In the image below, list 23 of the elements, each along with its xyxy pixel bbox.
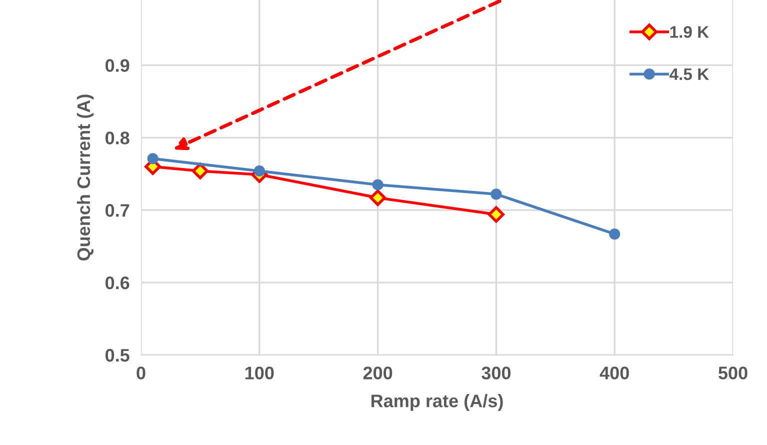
x-axis-title: Ramp rate (A/s): [371, 394, 503, 411]
y-tick-label: 0.6: [106, 276, 130, 290]
legend-label: 1.9 K: [670, 26, 709, 38]
x-tick-label: 200: [363, 366, 392, 380]
y-tick-label: 0.9: [106, 59, 130, 72]
point: [490, 188, 502, 200]
y-tick-label: 0.7: [106, 204, 130, 217]
point: [254, 165, 265, 177]
point: [147, 153, 158, 164]
x-tick-label: 400: [600, 366, 629, 380]
x-tick-label: 100: [245, 366, 274, 380]
point: [609, 228, 620, 240]
point: [372, 179, 384, 190]
legend-label: 4.5 K: [670, 68, 709, 80]
x-tick-label: 300: [482, 366, 511, 380]
point: [192, 162, 208, 180]
y-tick-label: 0.8: [106, 132, 130, 144]
point: [370, 190, 386, 206]
x-tick-label: 0: [136, 366, 146, 380]
y-tick-label: 0.5: [106, 348, 130, 362]
point: [488, 206, 504, 223]
y-axis-title: Quench Current (A): [76, 94, 94, 261]
x-tick-label: 500: [718, 366, 748, 380]
